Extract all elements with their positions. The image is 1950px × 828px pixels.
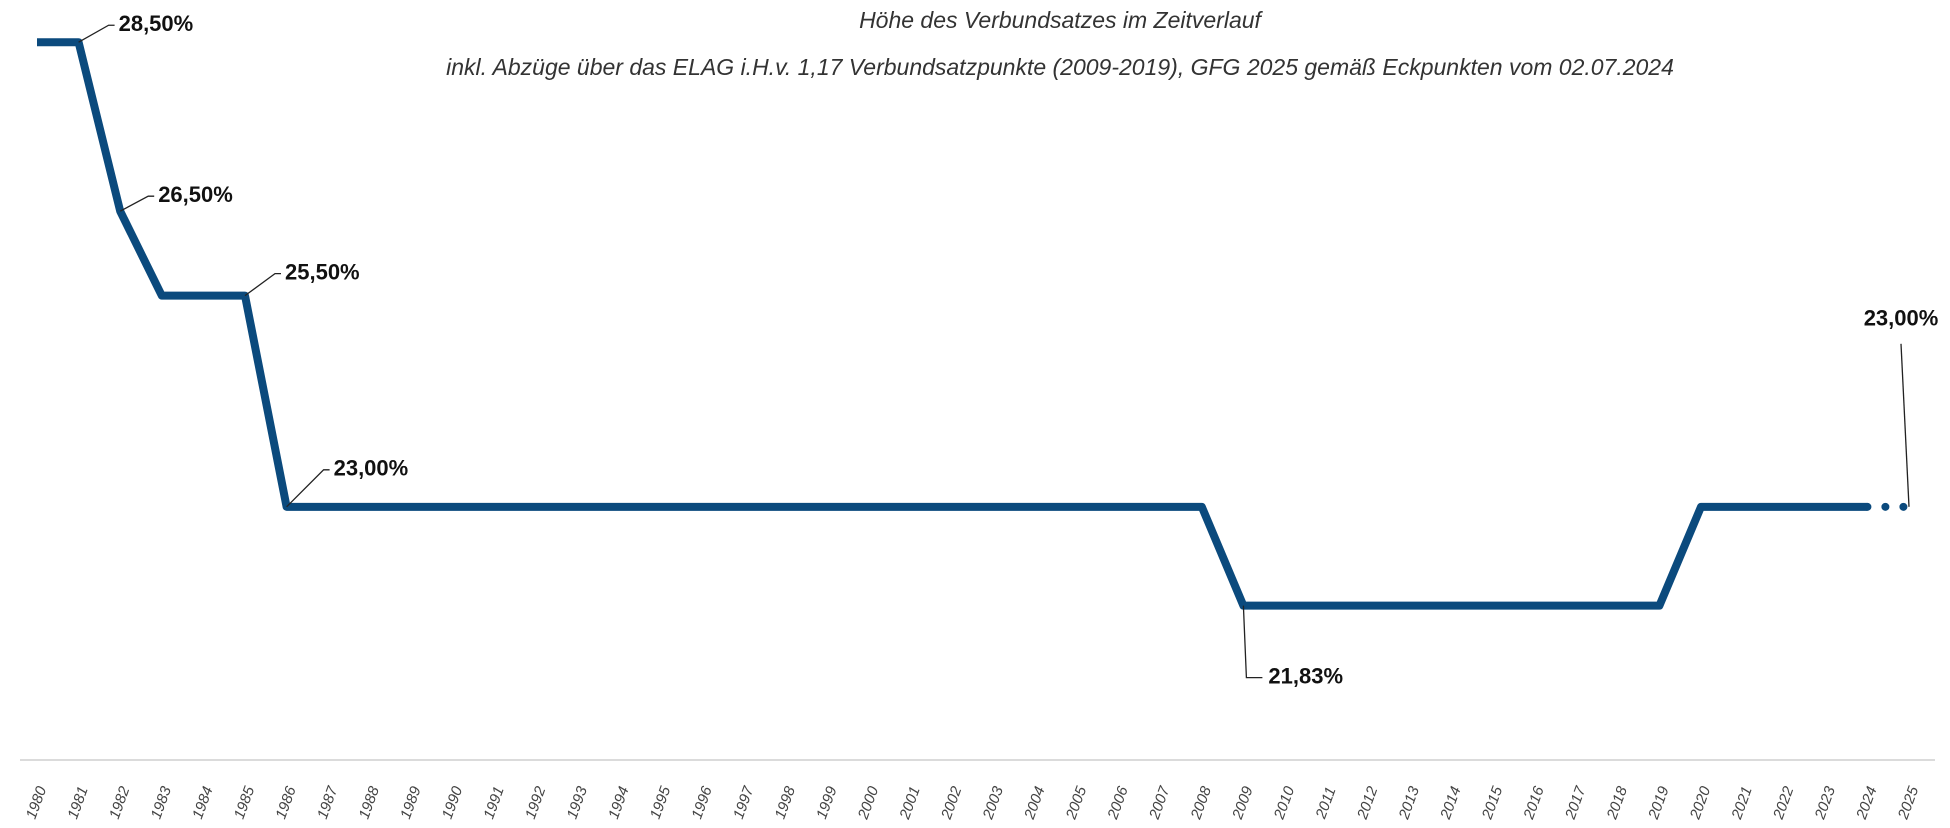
data-label: 25,50% xyxy=(285,259,360,284)
x-tick-label: 1994 xyxy=(605,784,632,821)
x-tick-label: 1992 xyxy=(522,784,550,822)
x-tick-label: 1991 xyxy=(480,784,507,821)
leader-line xyxy=(286,469,330,508)
x-tick-label: 2023 xyxy=(1811,784,1839,823)
x-tick-label: 2000 xyxy=(854,784,882,823)
x-tick-label: 2010 xyxy=(1270,784,1298,823)
leader-line xyxy=(78,24,115,43)
x-tick-label: 2012 xyxy=(1354,784,1382,823)
x-tick-label: 2013 xyxy=(1395,784,1423,823)
x-tick-label: 2008 xyxy=(1187,784,1215,823)
x-tick-label: 1995 xyxy=(647,784,675,822)
x-tick-label: 1981 xyxy=(64,784,91,821)
x-tick-label: 1993 xyxy=(564,784,592,822)
x-tick-label: 2022 xyxy=(1770,784,1798,823)
x-tick-label: 1999 xyxy=(813,784,841,822)
leader-line xyxy=(1900,343,1910,507)
x-tick-label: 2007 xyxy=(1146,784,1174,823)
line xyxy=(37,38,1868,610)
x-tick-label: 2014 xyxy=(1437,784,1465,822)
x-tick-label: 2025 xyxy=(1894,784,1922,823)
x-tick-label: 2018 xyxy=(1603,784,1631,823)
x-tick-label: 2006 xyxy=(1104,784,1132,823)
x-tick-label: 1982 xyxy=(106,784,134,822)
chart-subtitle: inkl. Abzüge über das ELAG i.H.v. 1,17 V… xyxy=(446,54,1674,80)
x-tick-label: 2016 xyxy=(1520,784,1548,823)
x-tick-label: 2017 xyxy=(1562,784,1590,823)
x-tick-label: 2019 xyxy=(1645,784,1673,823)
data-label: 28,50% xyxy=(119,11,194,36)
x-tick-label: 2020 xyxy=(1686,784,1714,823)
x-tick-label: 1998 xyxy=(772,784,800,822)
x-tick-label: 2001 xyxy=(896,784,924,822)
data-label: 23,00% xyxy=(334,456,409,481)
chart-title: Höhe des Verbundsatzes im Zeitverlauf xyxy=(859,7,1263,33)
x-tick-label: 1984 xyxy=(189,784,216,821)
x-tick-label: 1996 xyxy=(688,784,716,822)
x-tick-label: 1997 xyxy=(730,784,758,822)
x-tick-label: 1986 xyxy=(272,784,300,822)
x-tick-label: 2015 xyxy=(1478,784,1506,823)
x-tick-label: 1985 xyxy=(231,784,259,822)
x-tick-label: 2024 xyxy=(1853,784,1881,822)
x-tick-label: 2002 xyxy=(938,784,966,823)
leader-line xyxy=(244,272,281,297)
x-tick-label: 2011 xyxy=(1312,785,1339,822)
x-tick-label: 1990 xyxy=(439,784,467,822)
x-tick-label: 1989 xyxy=(397,784,425,822)
x-tick-label: 2003 xyxy=(979,784,1007,823)
x-tick-label: 1988 xyxy=(356,784,384,822)
data-label: 23,00% xyxy=(1864,306,1939,331)
x-tick-label: 1983 xyxy=(148,784,176,822)
x-tick-label: 1980 xyxy=(23,784,51,822)
x-tick-label: 2005 xyxy=(1062,784,1090,823)
leader-line xyxy=(119,195,155,212)
leader-line xyxy=(1242,605,1263,679)
x-tick-label: 2021 xyxy=(1728,784,1756,822)
data-label: 26,50% xyxy=(158,182,233,207)
x-tick-label: 2004 xyxy=(1021,784,1049,822)
data-label: 21,83% xyxy=(1268,663,1343,688)
x-tick-label: 2009 xyxy=(1229,784,1257,823)
x-tick-label: 1987 xyxy=(314,784,342,822)
